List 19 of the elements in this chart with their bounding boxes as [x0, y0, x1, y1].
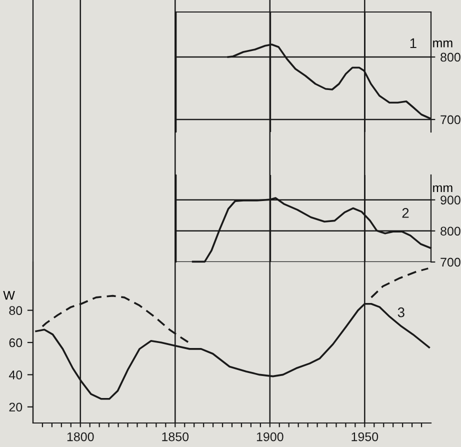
y-tick-label: 20	[9, 402, 22, 412]
y-tick-label: 800	[440, 226, 460, 236]
y-axis-title: mm	[433, 40, 452, 48]
y-axis-title: mm	[433, 185, 452, 192]
x-tick-label: 1850	[162, 432, 189, 442]
y-tick-label: 900	[440, 196, 460, 205]
y-tick-label: 700	[440, 258, 460, 267]
x-tick-label: 1900	[256, 432, 284, 442]
y-tick-label: 700	[440, 115, 460, 124]
y-tick-label: 800	[440, 52, 460, 62]
x-tick-label: 1950	[352, 432, 378, 442]
x-tick-label: 1800	[67, 432, 94, 442]
y-tick-label: 40	[8, 370, 22, 380]
y-tick-label: 80	[9, 306, 22, 315]
annotation: 1	[410, 38, 416, 48]
annotation: 3	[398, 307, 404, 318]
y-tick-label: 60	[9, 338, 22, 348]
annotation: 2	[402, 208, 409, 218]
y-axis-title: W	[3, 291, 15, 300]
